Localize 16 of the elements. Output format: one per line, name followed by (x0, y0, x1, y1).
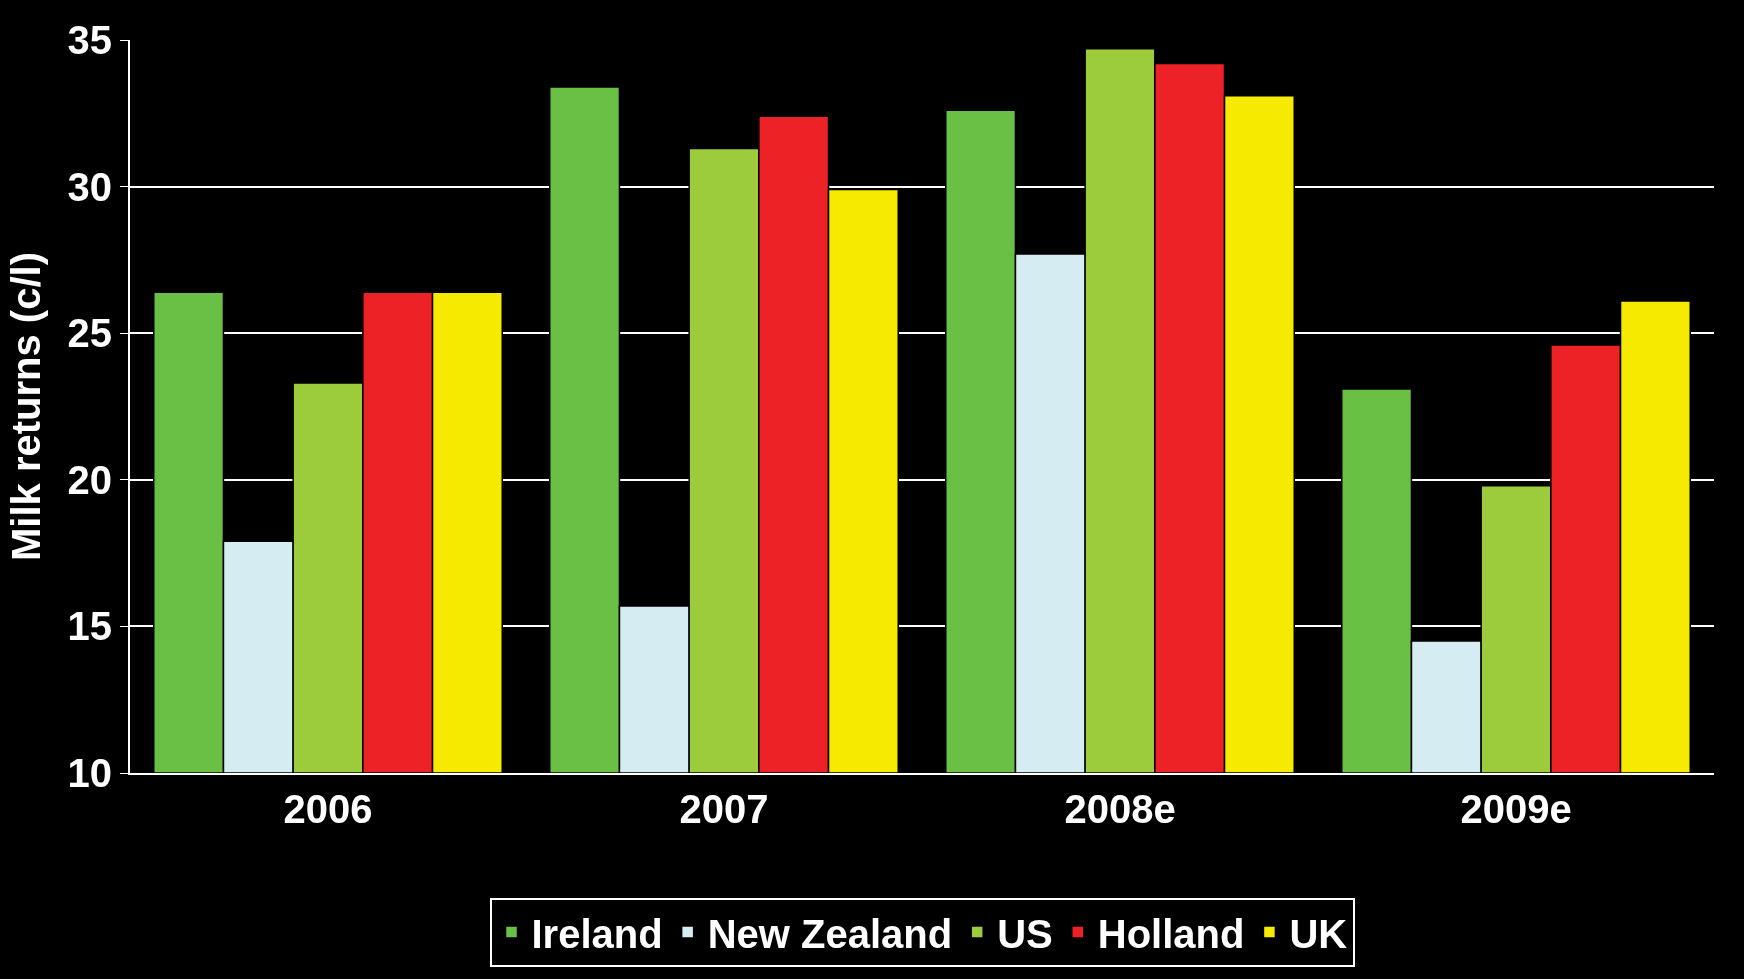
x-tick-label: 2008e (1064, 787, 1176, 831)
y-tick-label: 25 (67, 311, 112, 356)
legend-label: Holland (1097, 911, 1245, 956)
legend-label: Ireland (531, 911, 663, 956)
y-tick-label: 15 (67, 604, 112, 649)
legend-label: US (997, 911, 1053, 956)
y-tick-label: 30 (67, 164, 112, 209)
y-axis-title: Milk returns (c/l) (3, 252, 48, 561)
y-tick-label: 20 (67, 457, 112, 502)
legend-label: UK (1289, 911, 1348, 956)
y-tick-label: 35 (67, 18, 112, 62)
x-tick-label: 2009e (1460, 787, 1572, 831)
x-tick-label: 2007 (679, 787, 769, 831)
legend-label: New Zealand (707, 911, 953, 956)
y-tick-label: 10 (67, 751, 112, 795)
x-tick-label: 2006 (283, 787, 373, 831)
